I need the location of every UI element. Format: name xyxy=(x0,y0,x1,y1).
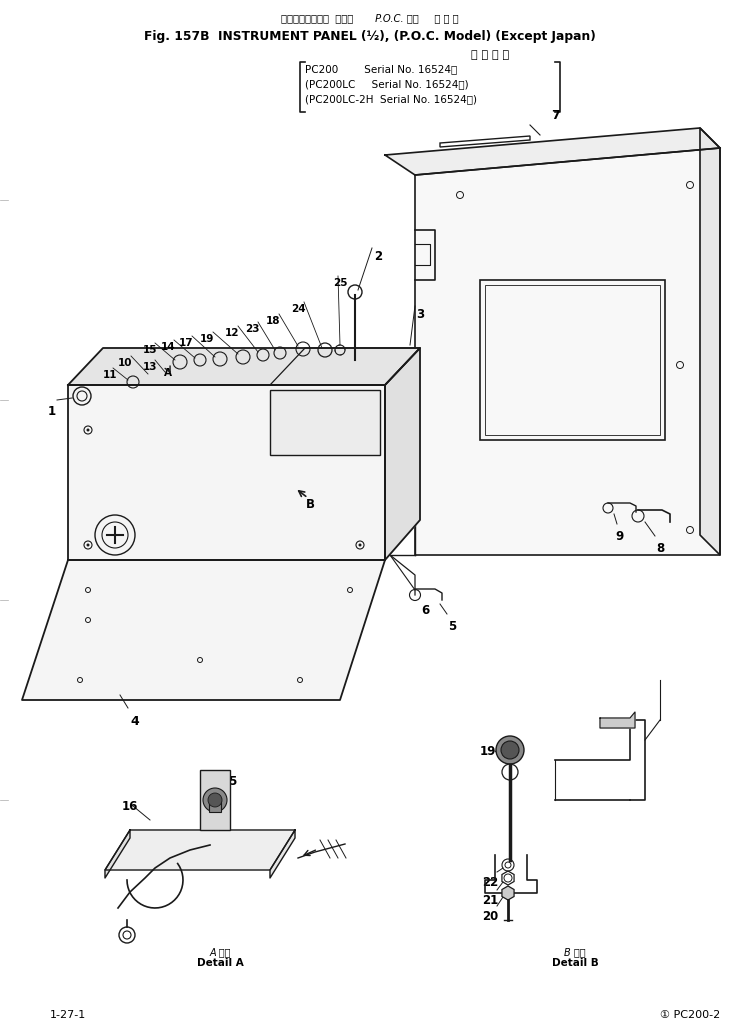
Text: 15: 15 xyxy=(222,775,238,788)
Polygon shape xyxy=(68,348,420,385)
Text: 23: 23 xyxy=(245,324,259,334)
Text: ① PC200-2: ① PC200-2 xyxy=(660,1010,720,1020)
Polygon shape xyxy=(22,560,385,700)
Text: 24: 24 xyxy=(290,304,305,314)
Text: 5: 5 xyxy=(448,620,456,633)
Circle shape xyxy=(208,793,222,807)
Circle shape xyxy=(203,788,227,812)
Text: 適 用 号 機: 適 用 号 機 xyxy=(471,50,509,60)
Text: A 詳細: A 詳細 xyxy=(209,947,230,957)
Text: B: B xyxy=(305,498,314,511)
Text: 15: 15 xyxy=(143,345,157,355)
Text: B 詳細: B 詳細 xyxy=(564,947,586,957)
Text: Fig. 157B  INSTRUMENT PANEL (½), (P.O.C. Model) (Except Japan): Fig. 157B INSTRUMENT PANEL (½), (P.O.C. … xyxy=(144,30,596,43)
Text: 1-27-1: 1-27-1 xyxy=(50,1010,86,1020)
Bar xyxy=(480,280,665,440)
Text: 25: 25 xyxy=(333,278,348,288)
Circle shape xyxy=(501,741,519,759)
Text: 12: 12 xyxy=(225,328,239,338)
Polygon shape xyxy=(415,148,720,555)
Polygon shape xyxy=(600,712,635,728)
Circle shape xyxy=(496,736,524,764)
Text: Detail A: Detail A xyxy=(196,958,243,968)
Polygon shape xyxy=(385,348,420,560)
Polygon shape xyxy=(105,830,295,870)
Text: 21: 21 xyxy=(482,894,498,907)
Polygon shape xyxy=(105,830,130,878)
Text: PC200        Serial No. 16524～: PC200 Serial No. 16524～ xyxy=(305,64,457,74)
Text: 3: 3 xyxy=(416,308,424,321)
Text: 10: 10 xyxy=(118,358,132,368)
Bar xyxy=(200,770,230,830)
Text: 20: 20 xyxy=(482,910,498,923)
Bar xyxy=(270,390,380,455)
Text: 8: 8 xyxy=(656,542,664,555)
Text: 1: 1 xyxy=(48,405,56,418)
Bar xyxy=(209,799,221,812)
Polygon shape xyxy=(68,385,385,560)
Text: 19: 19 xyxy=(480,745,496,758)
Polygon shape xyxy=(502,886,514,900)
Polygon shape xyxy=(270,830,295,878)
Text: 19: 19 xyxy=(200,334,214,344)
Text: 17: 17 xyxy=(179,338,193,348)
Circle shape xyxy=(87,428,90,431)
Text: 16: 16 xyxy=(122,800,138,813)
Circle shape xyxy=(359,543,362,546)
Text: 4: 4 xyxy=(130,715,139,728)
Text: A: A xyxy=(164,368,172,378)
Text: (PC200LC-2H  Serial No. 16524～): (PC200LC-2H Serial No. 16524～) xyxy=(305,94,477,104)
Text: (PC200LC     Serial No. 16524～): (PC200LC Serial No. 16524～) xyxy=(305,79,468,88)
Text: 22: 22 xyxy=(482,876,498,889)
Text: 6: 6 xyxy=(421,604,429,617)
Text: 7: 7 xyxy=(551,109,559,122)
Polygon shape xyxy=(700,128,720,555)
Text: 18: 18 xyxy=(266,316,280,326)
Bar xyxy=(485,285,660,435)
Text: インスツルメント  パネル       P.O.C. 仕様     海 外 向: インスツルメント パネル P.O.C. 仕様 海 外 向 xyxy=(281,13,459,23)
Text: 9: 9 xyxy=(616,530,624,543)
Polygon shape xyxy=(385,128,720,175)
Text: 11: 11 xyxy=(103,370,117,380)
Text: 13: 13 xyxy=(143,362,157,372)
Circle shape xyxy=(87,543,90,546)
Text: Detail B: Detail B xyxy=(551,958,599,968)
Text: 14: 14 xyxy=(161,342,176,352)
Text: 2: 2 xyxy=(374,250,382,263)
